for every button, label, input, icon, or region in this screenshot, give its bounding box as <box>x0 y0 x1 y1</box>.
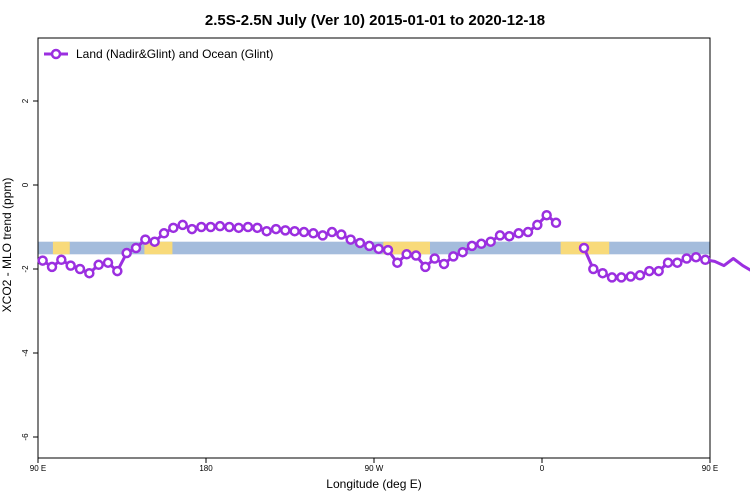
x-axis: 90 E 180 90 W 0 90 E <box>30 458 718 473</box>
data-point <box>550 217 562 229</box>
data-point <box>121 247 132 259</box>
data-point <box>690 251 702 263</box>
x-tick-label: 90 E <box>702 464 718 473</box>
data-point <box>606 272 618 283</box>
data-point <box>140 234 151 245</box>
data-point <box>476 238 487 250</box>
data-point <box>466 240 478 252</box>
land-band-segment <box>52 241 70 255</box>
y-axis: 2 0 -2 -4 -6 <box>21 98 38 441</box>
data-point <box>485 236 496 247</box>
data-point <box>326 226 338 238</box>
data-point <box>233 222 244 234</box>
x-axis-label: Longitude (deg E) <box>326 477 421 491</box>
chart-title: 2.5S-2.5N July (Ver 10) 2015-01-01 to 20… <box>205 12 545 29</box>
data-point <box>65 260 76 271</box>
legend-label: Land (Nadir&Glint) and Ocean (Glint) <box>76 47 273 61</box>
data-point <box>392 257 403 268</box>
x-tick-label: 90 W <box>365 464 384 473</box>
data-point <box>634 270 646 281</box>
data-point <box>448 251 459 262</box>
data-point <box>345 234 356 245</box>
data-point <box>186 223 198 235</box>
data-point <box>522 226 534 238</box>
data-point <box>252 222 263 234</box>
data-point <box>597 267 608 279</box>
data-point <box>513 228 524 239</box>
data-point <box>588 263 599 275</box>
y-tick-label: 0 <box>21 182 30 187</box>
data-point <box>494 230 506 241</box>
data-point <box>46 261 58 273</box>
data-point <box>168 222 179 234</box>
data-point <box>261 225 272 237</box>
data-point <box>364 240 375 252</box>
data-point <box>457 246 468 258</box>
data-point <box>382 244 394 256</box>
y-axis-label: XCO2 - MLO trend (ppm) <box>0 178 14 313</box>
y-tick-label: -4 <box>21 349 30 357</box>
data-point <box>532 219 543 231</box>
data-point <box>149 236 160 247</box>
data-point <box>681 253 692 264</box>
x-tick-label: 180 <box>199 464 213 473</box>
data-point <box>205 221 216 233</box>
data-point <box>410 250 422 261</box>
data-point <box>56 254 67 266</box>
y-tick-label: 2 <box>21 98 30 103</box>
data-point <box>672 257 683 268</box>
data-point <box>504 230 515 242</box>
data-point <box>662 257 674 268</box>
data-point <box>242 221 254 233</box>
series-layer <box>37 209 750 283</box>
data-point <box>289 225 300 237</box>
data-point <box>224 221 235 233</box>
data-point <box>308 228 319 239</box>
data-point <box>420 261 431 273</box>
data-point <box>317 230 328 241</box>
data-point <box>37 255 48 266</box>
data-point <box>616 272 627 283</box>
data-point <box>102 257 114 268</box>
data-point <box>401 249 412 260</box>
legend-point-marker <box>50 48 62 60</box>
data-point <box>177 219 188 231</box>
data-point <box>541 209 552 221</box>
data-point <box>700 254 711 266</box>
data-point <box>214 220 226 232</box>
data-point <box>578 242 590 254</box>
data-point <box>93 259 104 271</box>
data-point <box>270 223 282 235</box>
y-tick-label: -2 <box>21 265 30 273</box>
data-point <box>280 225 291 236</box>
data-point <box>373 243 384 255</box>
data-point <box>196 221 207 233</box>
data-point <box>644 265 655 277</box>
data-point <box>429 253 440 264</box>
data-point <box>112 265 123 277</box>
data-point <box>158 228 170 239</box>
x-tick-label: 0 <box>540 464 545 473</box>
data-point <box>84 267 95 279</box>
x-tick-label: 90 E <box>30 464 46 473</box>
data-point <box>653 265 664 277</box>
data-point <box>336 229 347 240</box>
data-point <box>130 242 142 254</box>
y-tick-label: -6 <box>21 433 30 441</box>
legend: Land (Nadir&Glint) and Ocean (Glint) <box>44 47 273 61</box>
data-point <box>298 226 310 238</box>
data-point <box>625 271 636 282</box>
data-point <box>354 237 366 249</box>
data-point <box>74 263 86 275</box>
data-point <box>438 258 450 270</box>
